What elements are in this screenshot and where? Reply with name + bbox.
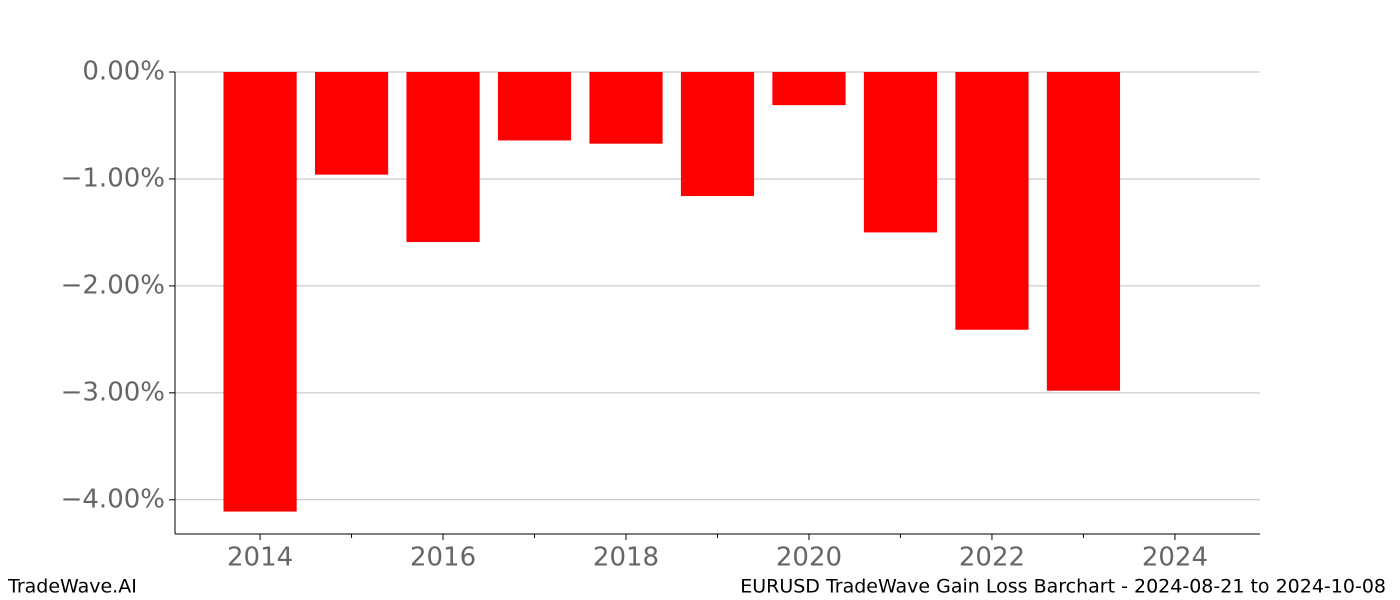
x-tick-label: 2020 xyxy=(776,543,842,573)
bar xyxy=(863,72,938,233)
bar xyxy=(223,72,297,512)
x-tick-label: 2024 xyxy=(1142,543,1208,573)
bar xyxy=(955,72,1029,330)
x-tick-label: 2014 xyxy=(227,543,293,573)
y-tick-label: −2.00% xyxy=(61,270,165,300)
x-tick-label: 2018 xyxy=(593,543,659,573)
footer-brand: TradeWave.AI xyxy=(7,576,137,598)
bar xyxy=(497,72,572,141)
bar xyxy=(406,72,480,243)
y-tick-label: 0.00% xyxy=(82,57,165,87)
bar xyxy=(314,72,389,175)
y-tick-label: −3.00% xyxy=(61,377,165,407)
footer-caption: EURUSD TradeWave Gain Loss Barchart - 20… xyxy=(740,576,1386,598)
x-tick-label: 2022 xyxy=(959,543,1025,573)
bar xyxy=(680,72,755,197)
y-tick-label: −4.00% xyxy=(61,484,165,514)
x-tick-label: 2016 xyxy=(410,543,476,573)
y-tick-label: −1.00% xyxy=(61,163,165,193)
bar xyxy=(1046,72,1121,391)
bar xyxy=(589,72,663,144)
bar xyxy=(772,72,846,106)
